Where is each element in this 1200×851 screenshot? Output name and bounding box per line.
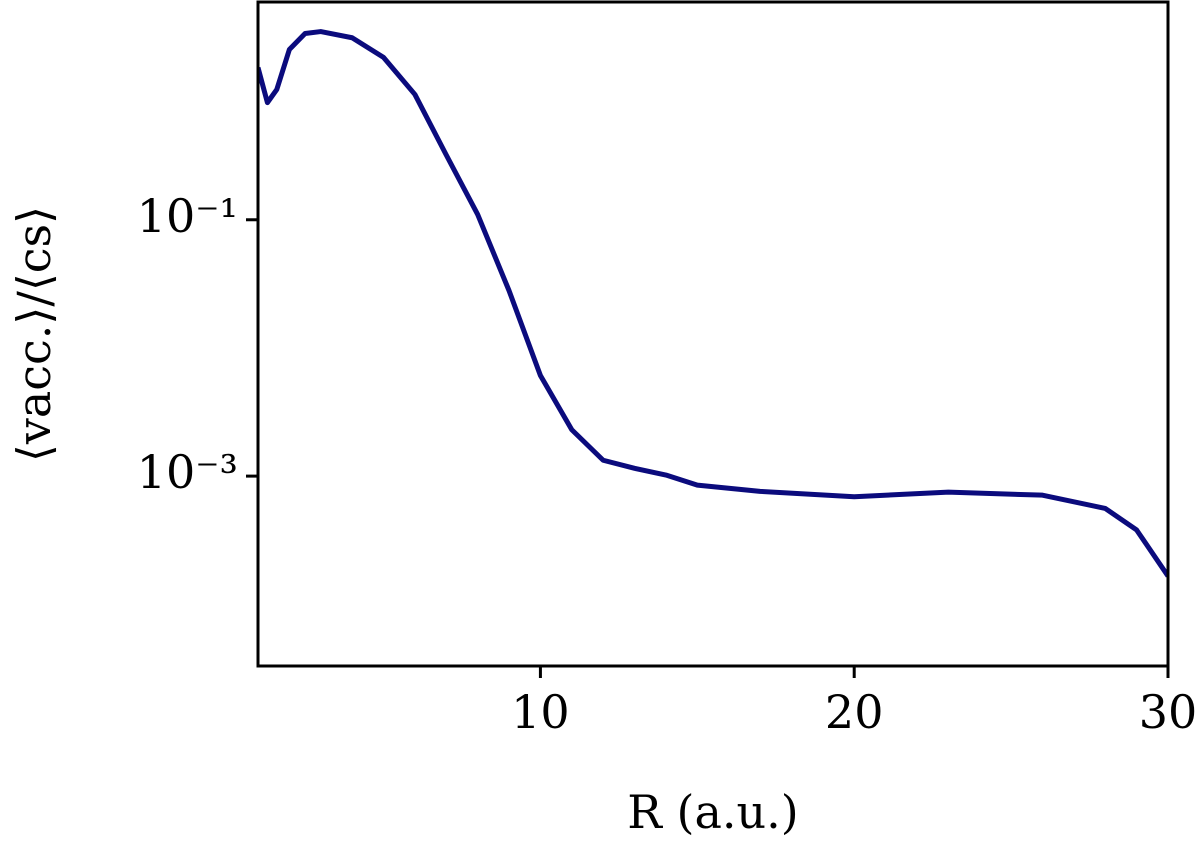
x-tick-label: 10 xyxy=(511,685,570,739)
y-tick-label: 10⁻¹ xyxy=(137,189,238,243)
x-tick-label: 20 xyxy=(825,685,884,739)
line xyxy=(258,29,1168,578)
y-axis-label: ⟨vacc.⟩/⟨cs⟩ xyxy=(7,206,61,462)
y-tick-label: 10⁻³ xyxy=(137,445,238,499)
x-tick-label: 30 xyxy=(1139,685,1198,739)
x-axis-label: R (a.u.) xyxy=(627,785,798,839)
plot-frame xyxy=(256,0,1170,668)
